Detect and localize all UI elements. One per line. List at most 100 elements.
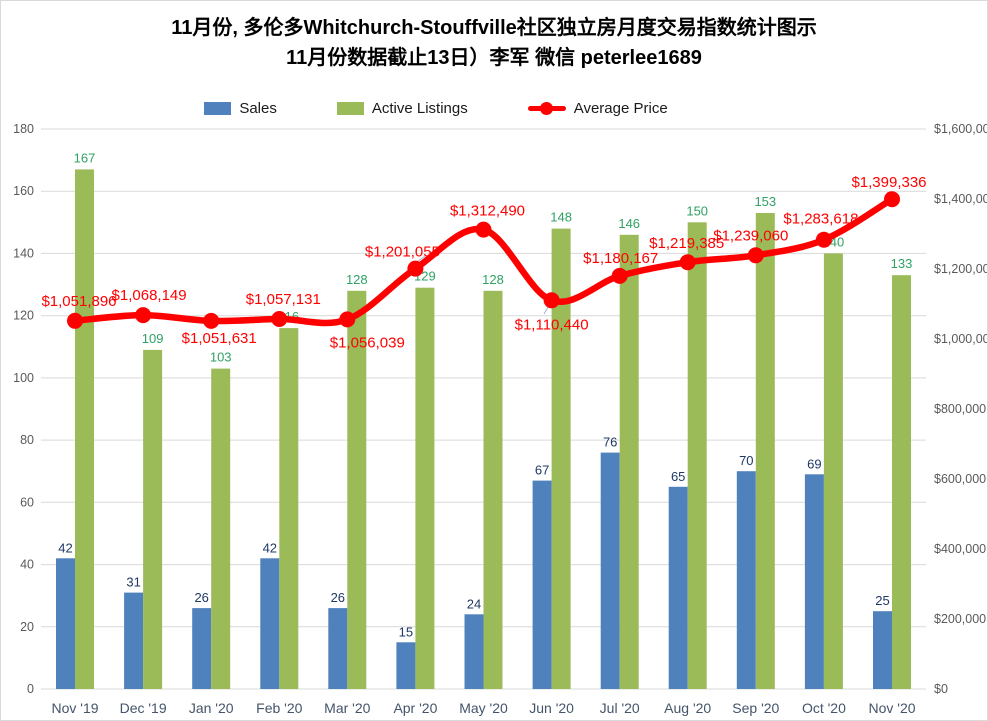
price-value-label: $1,219,385 [649, 235, 724, 252]
x-axis-label: Nov '20 [868, 700, 915, 716]
sales-value-label: 42 [263, 540, 277, 555]
x-axis-label: Oct '20 [802, 700, 846, 716]
sales-value-label: 31 [126, 575, 140, 590]
sales-value-label: 76 [603, 435, 617, 450]
price-point-marker [271, 311, 288, 327]
sales-value-label: 26 [331, 590, 345, 605]
price-value-label: $1,068,149 [112, 287, 187, 304]
chart-title-line2: 11月份数据截止13日）李军 微信 peterlee1689 [286, 47, 702, 69]
listings-bar [755, 213, 775, 689]
price-value-label: $1,239,060 [713, 227, 788, 244]
listings-bar [143, 349, 163, 689]
listings-bar [483, 290, 503, 689]
right-axis-tick: $200,000 [934, 612, 986, 626]
x-axis-label: Dec '19 [120, 700, 167, 716]
legend-label-sales: Sales [239, 100, 277, 117]
left-axis-tick: 100 [13, 371, 34, 385]
sales-bar [600, 452, 620, 689]
listings-value-label: 109 [142, 331, 164, 346]
legend-item-sales: Sales [204, 100, 277, 117]
sales-bar [804, 474, 824, 689]
sales-bar [396, 642, 416, 689]
sales-value-label: 69 [807, 456, 821, 471]
right-axis-tick: $600,000 [934, 472, 986, 486]
chart-legend: Sales Active Listings Average Price [1, 100, 929, 117]
price-point-marker [135, 307, 152, 324]
listings-value-label: 150 [686, 203, 708, 218]
sales-value-label: 15 [399, 624, 413, 639]
active-listings-swatch-icon [336, 102, 364, 115]
listings-bar [619, 234, 639, 690]
sales-bar [56, 558, 75, 689]
x-axis-label: Aug '20 [664, 700, 711, 716]
price-value-label: $1,057,131 [246, 291, 321, 308]
sales-value-label: 65 [671, 469, 685, 484]
listings-value-label: 146 [618, 216, 640, 231]
price-point-marker [67, 312, 83, 329]
sales-value-label: 24 [467, 596, 481, 611]
legend-label-active-listings: Active Listings [371, 100, 468, 117]
right-axis-tick: $1,600,000 [934, 122, 988, 136]
price-value-label: $1,283,618 [783, 211, 858, 228]
listings-bar [823, 253, 843, 689]
listings-bar [551, 228, 571, 689]
price-value-label: $1,201,055 [365, 244, 440, 261]
sales-value-label: 70 [739, 453, 753, 468]
listings-value-label: 148 [550, 210, 572, 225]
listings-bar [279, 328, 299, 689]
listings-bar [415, 287, 435, 689]
sales-value-label: 42 [58, 540, 72, 555]
sales-value-label: 26 [194, 590, 208, 605]
left-axis-tick: 60 [20, 495, 34, 509]
x-axis-label: Nov '19 [51, 700, 98, 716]
left-axis-tick: 160 [13, 184, 34, 198]
sales-value-label: 67 [535, 463, 549, 478]
left-axis-tick: 180 [13, 122, 34, 136]
listings-value-label: 133 [891, 256, 913, 271]
left-axis-tick: 120 [13, 309, 34, 323]
sales-bar [192, 608, 212, 689]
listings-bar [211, 368, 231, 689]
price-point-marker [339, 311, 356, 328]
price-point-marker [475, 221, 492, 238]
sales-swatch-icon [204, 102, 232, 115]
sales-value-label: 25 [875, 593, 889, 608]
listings-value-label: 153 [754, 194, 776, 209]
right-axis-tick: $800,000 [934, 402, 986, 416]
sales-bar [260, 558, 280, 689]
left-axis-tick: 140 [13, 246, 34, 260]
price-value-label: $1,056,039 [330, 334, 405, 351]
price-value-label: $1,399,336 [851, 174, 926, 191]
sales-bar [464, 614, 484, 689]
sales-bar [873, 611, 892, 689]
price-value-label: $1,051,896 [41, 293, 116, 310]
legend-item-active-listings: Active Listings [336, 100, 468, 117]
x-axis-label: Sep '20 [732, 700, 779, 716]
listings-bar [347, 290, 367, 689]
price-point-marker [543, 292, 560, 309]
x-axis-label: Apr '20 [393, 700, 437, 716]
x-axis-label: Feb '20 [256, 700, 302, 716]
price-point-marker [611, 267, 628, 284]
sales-bar [532, 480, 552, 689]
x-axis-label: Jul '20 [600, 700, 640, 716]
price-point-marker [815, 231, 832, 248]
listings-bar [892, 275, 911, 689]
left-axis-tick: 80 [20, 433, 34, 447]
listings-value-label: 167 [74, 150, 96, 165]
sales-bar [328, 608, 348, 689]
right-axis-tick: $1,200,000 [934, 262, 988, 276]
price-value-label: $1,051,631 [182, 330, 257, 347]
chart-title-line1: 11月份, 多伦多Whitchurch-Stouffville社区独立房月度交易… [171, 17, 817, 39]
sales-bar [124, 592, 144, 689]
x-axis-label: Mar '20 [324, 700, 370, 716]
price-value-label: $1,180,167 [583, 250, 658, 267]
price-value-label: $1,110,440 [515, 316, 589, 333]
right-axis-tick: $400,000 [934, 542, 986, 556]
price-point-marker [679, 254, 696, 271]
price-point-marker [884, 191, 900, 208]
legend-item-average-price: Average Price [527, 100, 668, 117]
listings-value-label: 128 [346, 272, 368, 287]
